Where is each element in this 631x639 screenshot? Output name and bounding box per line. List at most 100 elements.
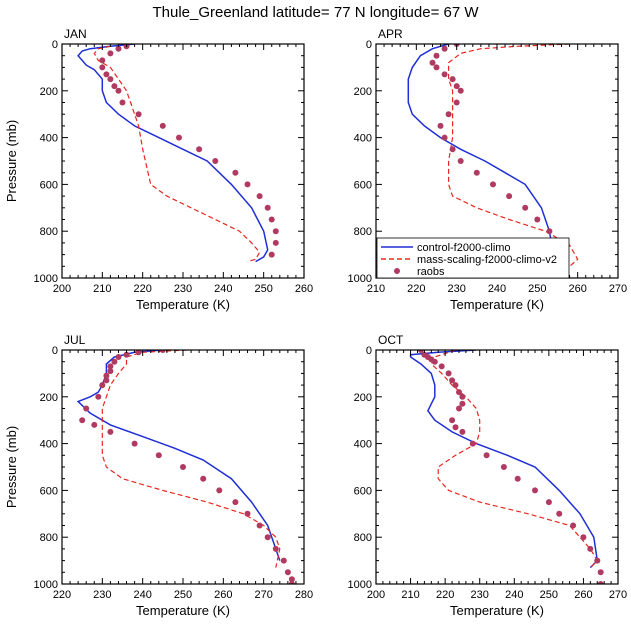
raobs-point [514, 475, 521, 482]
figure-title: Thule_Greenland latitude= 77 N longitude… [152, 4, 479, 21]
x-tick-label: 260 [214, 589, 232, 601]
y-tick-label: 600 [40, 485, 58, 497]
raobs-point [594, 557, 601, 564]
raobs-point [95, 393, 102, 400]
raobs-point [159, 122, 166, 129]
x-tick-label: 240 [505, 589, 523, 601]
raobs-point [417, 350, 424, 353]
panel-jul: 220 230 240 250 260 270 280 0 200 400 600 800 1000 JU… [4, 333, 313, 618]
raobs-point [232, 499, 239, 506]
raobs-point [284, 569, 291, 576]
raobs-point [288, 581, 295, 584]
y-axis-label: Pressure (mb) [4, 120, 19, 202]
raobs-point [99, 64, 106, 71]
raobs-point [216, 487, 223, 494]
raobs-point [449, 417, 456, 424]
panel-apr: 210 220 230 240 250 260 270 0 200 400 600 800 1000 AP… [348, 27, 628, 312]
raobs-point [91, 421, 98, 428]
raobs-point [103, 377, 110, 384]
raobs-point [441, 45, 448, 52]
raobs-point [469, 440, 476, 447]
raobs-point [107, 368, 114, 375]
raobs-point [119, 99, 126, 106]
raobs-point [597, 581, 604, 584]
raobs-point [288, 576, 295, 583]
raobs-point [597, 569, 604, 576]
x-tick-label: 270 [254, 589, 272, 601]
y-tick-label: 600 [354, 485, 372, 497]
raobs-point [264, 204, 271, 211]
raobs-point [441, 71, 448, 78]
raobs-point [522, 204, 529, 211]
x-tick-label: 220 [133, 283, 151, 295]
mass-scaling-line [101, 350, 281, 568]
raobs-point [200, 475, 207, 482]
y-tick-label: 200 [354, 392, 372, 404]
raobs-point [256, 193, 263, 200]
y-tick-label: 1000 [34, 273, 58, 285]
legend-label: raobs [417, 266, 445, 278]
raobs-point [459, 428, 466, 435]
raobs-point [256, 522, 263, 529]
raobs-point [107, 428, 114, 435]
raobs-point [449, 146, 456, 153]
plot-frame [61, 43, 305, 279]
plot-frame [375, 349, 619, 585]
x-tick-label: 260 [568, 283, 586, 295]
raobs-point [545, 499, 552, 506]
x-tick-label: 210 [93, 283, 111, 295]
raobs-point [272, 228, 279, 235]
x-tick-label: 220 [436, 589, 454, 601]
raobs-point [107, 363, 114, 370]
raobs-point [123, 351, 130, 358]
x-tick-label: 210 [401, 589, 419, 601]
raobs-point [429, 59, 436, 66]
y-tick-label: 800 [354, 532, 372, 544]
raobs-point [453, 83, 460, 90]
raobs-point [135, 111, 142, 118]
raobs-point [244, 510, 251, 517]
control-line [407, 44, 555, 264]
control-line [77, 44, 269, 263]
y-tick-label: 200 [354, 86, 372, 98]
raobs-point [473, 169, 480, 176]
raobs-point [570, 522, 577, 529]
y-tick-label: 600 [354, 179, 372, 191]
raobs-point [180, 464, 186, 470]
raobs-point [103, 71, 110, 78]
raobs-point [196, 146, 203, 153]
raobs-point [459, 393, 466, 400]
y-tick-label: 0 [366, 345, 372, 357]
y-tick-label: 400 [40, 439, 58, 451]
legend-label: control-f2000-climo [417, 242, 511, 254]
y-tick-label: 1000 [348, 273, 372, 285]
legend: control-f2000-climomass-scaling-f2000-cl… [376, 237, 570, 279]
control-line [76, 350, 281, 561]
x-tick-label: 220 [53, 589, 71, 601]
x-tick-label: 250 [174, 589, 192, 601]
y-tick-label: 800 [354, 226, 372, 238]
raobs-point [99, 382, 106, 389]
raobs-point [264, 534, 271, 541]
x-axis-label: Temperature (K) [136, 603, 230, 618]
raobs-point [437, 122, 444, 129]
panel-title: JAN [64, 27, 87, 41]
legend-swatch-raobs [394, 268, 400, 274]
x-axis-label: Temperature (K) [450, 603, 544, 618]
raobs-point [449, 76, 456, 83]
raobs-point [111, 83, 118, 90]
y-tick-label: 800 [40, 226, 58, 238]
mass-scaling-line [430, 350, 599, 569]
raobs-point [457, 158, 464, 164]
raobs-point [272, 545, 279, 552]
raobs-point [155, 452, 162, 459]
raobs-point [556, 510, 563, 517]
raobs-point [433, 52, 440, 59]
raobs-point [546, 228, 553, 235]
raobs-point [83, 405, 90, 412]
y-tick-label: 600 [40, 179, 58, 191]
y-tick-label: 0 [52, 345, 58, 357]
y-tick-label: 800 [40, 532, 58, 544]
raobs-point [107, 50, 114, 57]
